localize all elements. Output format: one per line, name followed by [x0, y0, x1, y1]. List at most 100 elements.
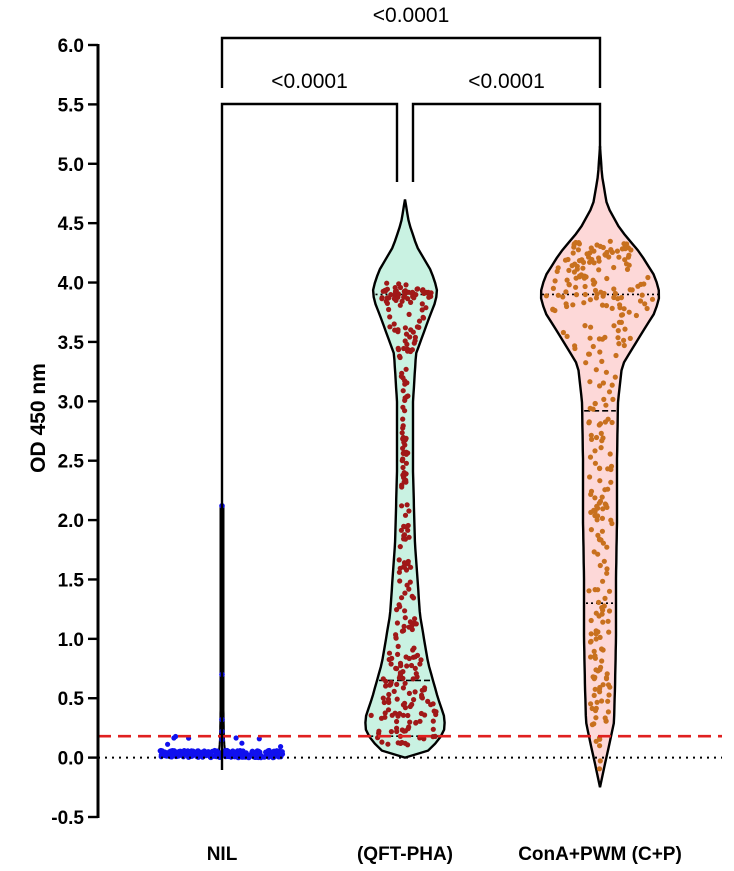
data-point [626, 309, 632, 315]
data-point [596, 422, 602, 428]
data-point [402, 378, 408, 384]
data-point [612, 290, 619, 297]
data-point [430, 718, 436, 724]
data-point [415, 286, 421, 292]
data-point [413, 292, 419, 298]
data-point [399, 628, 405, 634]
data-point [402, 590, 408, 596]
data-point [569, 263, 575, 269]
data-point [592, 495, 598, 501]
data-point [591, 260, 597, 266]
data-point [642, 301, 648, 307]
data-point [580, 265, 586, 271]
data-point [600, 619, 606, 625]
data-point [392, 285, 398, 291]
data-point [386, 650, 393, 656]
data-point [383, 678, 389, 685]
data-point [409, 622, 415, 628]
data-point [615, 296, 621, 302]
data-point [383, 683, 389, 689]
data-point [580, 259, 587, 265]
data-point [621, 337, 627, 343]
data-point [606, 692, 612, 698]
data-point [402, 608, 408, 614]
data-point [606, 254, 612, 260]
data-point [395, 347, 402, 353]
data-point [564, 277, 570, 283]
data-point [407, 579, 413, 585]
data-point [594, 503, 600, 509]
data-point [606, 608, 613, 614]
data-point [581, 300, 587, 306]
data-point [590, 343, 596, 350]
data-point [412, 654, 418, 660]
data-point [608, 247, 614, 253]
data-point [604, 570, 610, 576]
comparison-p-value: <0.0001 [373, 4, 450, 27]
data-point [627, 335, 633, 341]
data-point [600, 506, 606, 512]
data-point [604, 504, 610, 510]
data-point [404, 502, 410, 508]
data-point [394, 620, 400, 626]
data-point [408, 662, 415, 669]
data-point [401, 623, 407, 630]
data-point [583, 360, 589, 366]
data-point [616, 254, 622, 260]
data-point [576, 241, 583, 247]
data-point [386, 656, 392, 663]
data-point [605, 416, 611, 422]
data-point [384, 286, 390, 292]
data-point [599, 494, 605, 500]
data-point [603, 718, 609, 724]
data-point [593, 295, 600, 301]
data-point [588, 617, 594, 624]
data-point [406, 724, 412, 730]
significance-brackets: <0.0001 <0.0001 <0.0001 [220, 4, 602, 770]
data-point [400, 675, 406, 682]
data-point [406, 690, 412, 697]
data-point [400, 685, 406, 691]
data-point [165, 741, 171, 747]
data-point [401, 345, 407, 352]
data-point [407, 334, 413, 340]
data-point [633, 312, 640, 319]
data-point [395, 329, 401, 335]
data-point [405, 522, 411, 529]
data-point [627, 287, 633, 293]
data-point [252, 751, 258, 757]
data-point [592, 513, 598, 519]
data-point [592, 287, 599, 294]
data-point [181, 748, 187, 754]
data-point [401, 728, 407, 734]
data-point [598, 537, 604, 543]
data-point [398, 527, 404, 533]
data-point [385, 707, 392, 713]
data-point [162, 749, 168, 755]
data-point [586, 420, 592, 426]
data-point [573, 284, 579, 290]
data-point [601, 290, 607, 297]
data-point [570, 250, 576, 256]
data-point [591, 549, 597, 555]
data-point [421, 290, 427, 296]
data-point [590, 406, 596, 412]
data-point [408, 327, 414, 333]
data-point [598, 445, 604, 451]
data-point [420, 315, 427, 321]
data-point [622, 243, 628, 250]
data-point [602, 334, 608, 340]
data-point [399, 503, 405, 509]
data-point [402, 395, 408, 401]
data-point [402, 408, 408, 414]
data-point [405, 527, 411, 533]
data-point [610, 396, 616, 402]
data-point [597, 243, 603, 249]
data-point [386, 699, 392, 706]
data-point [388, 661, 394, 667]
comparison-bracket-2 [220, 36, 602, 88]
data-point [577, 274, 583, 280]
data-point [403, 282, 409, 288]
data-point [387, 314, 393, 320]
data-point [601, 558, 607, 564]
